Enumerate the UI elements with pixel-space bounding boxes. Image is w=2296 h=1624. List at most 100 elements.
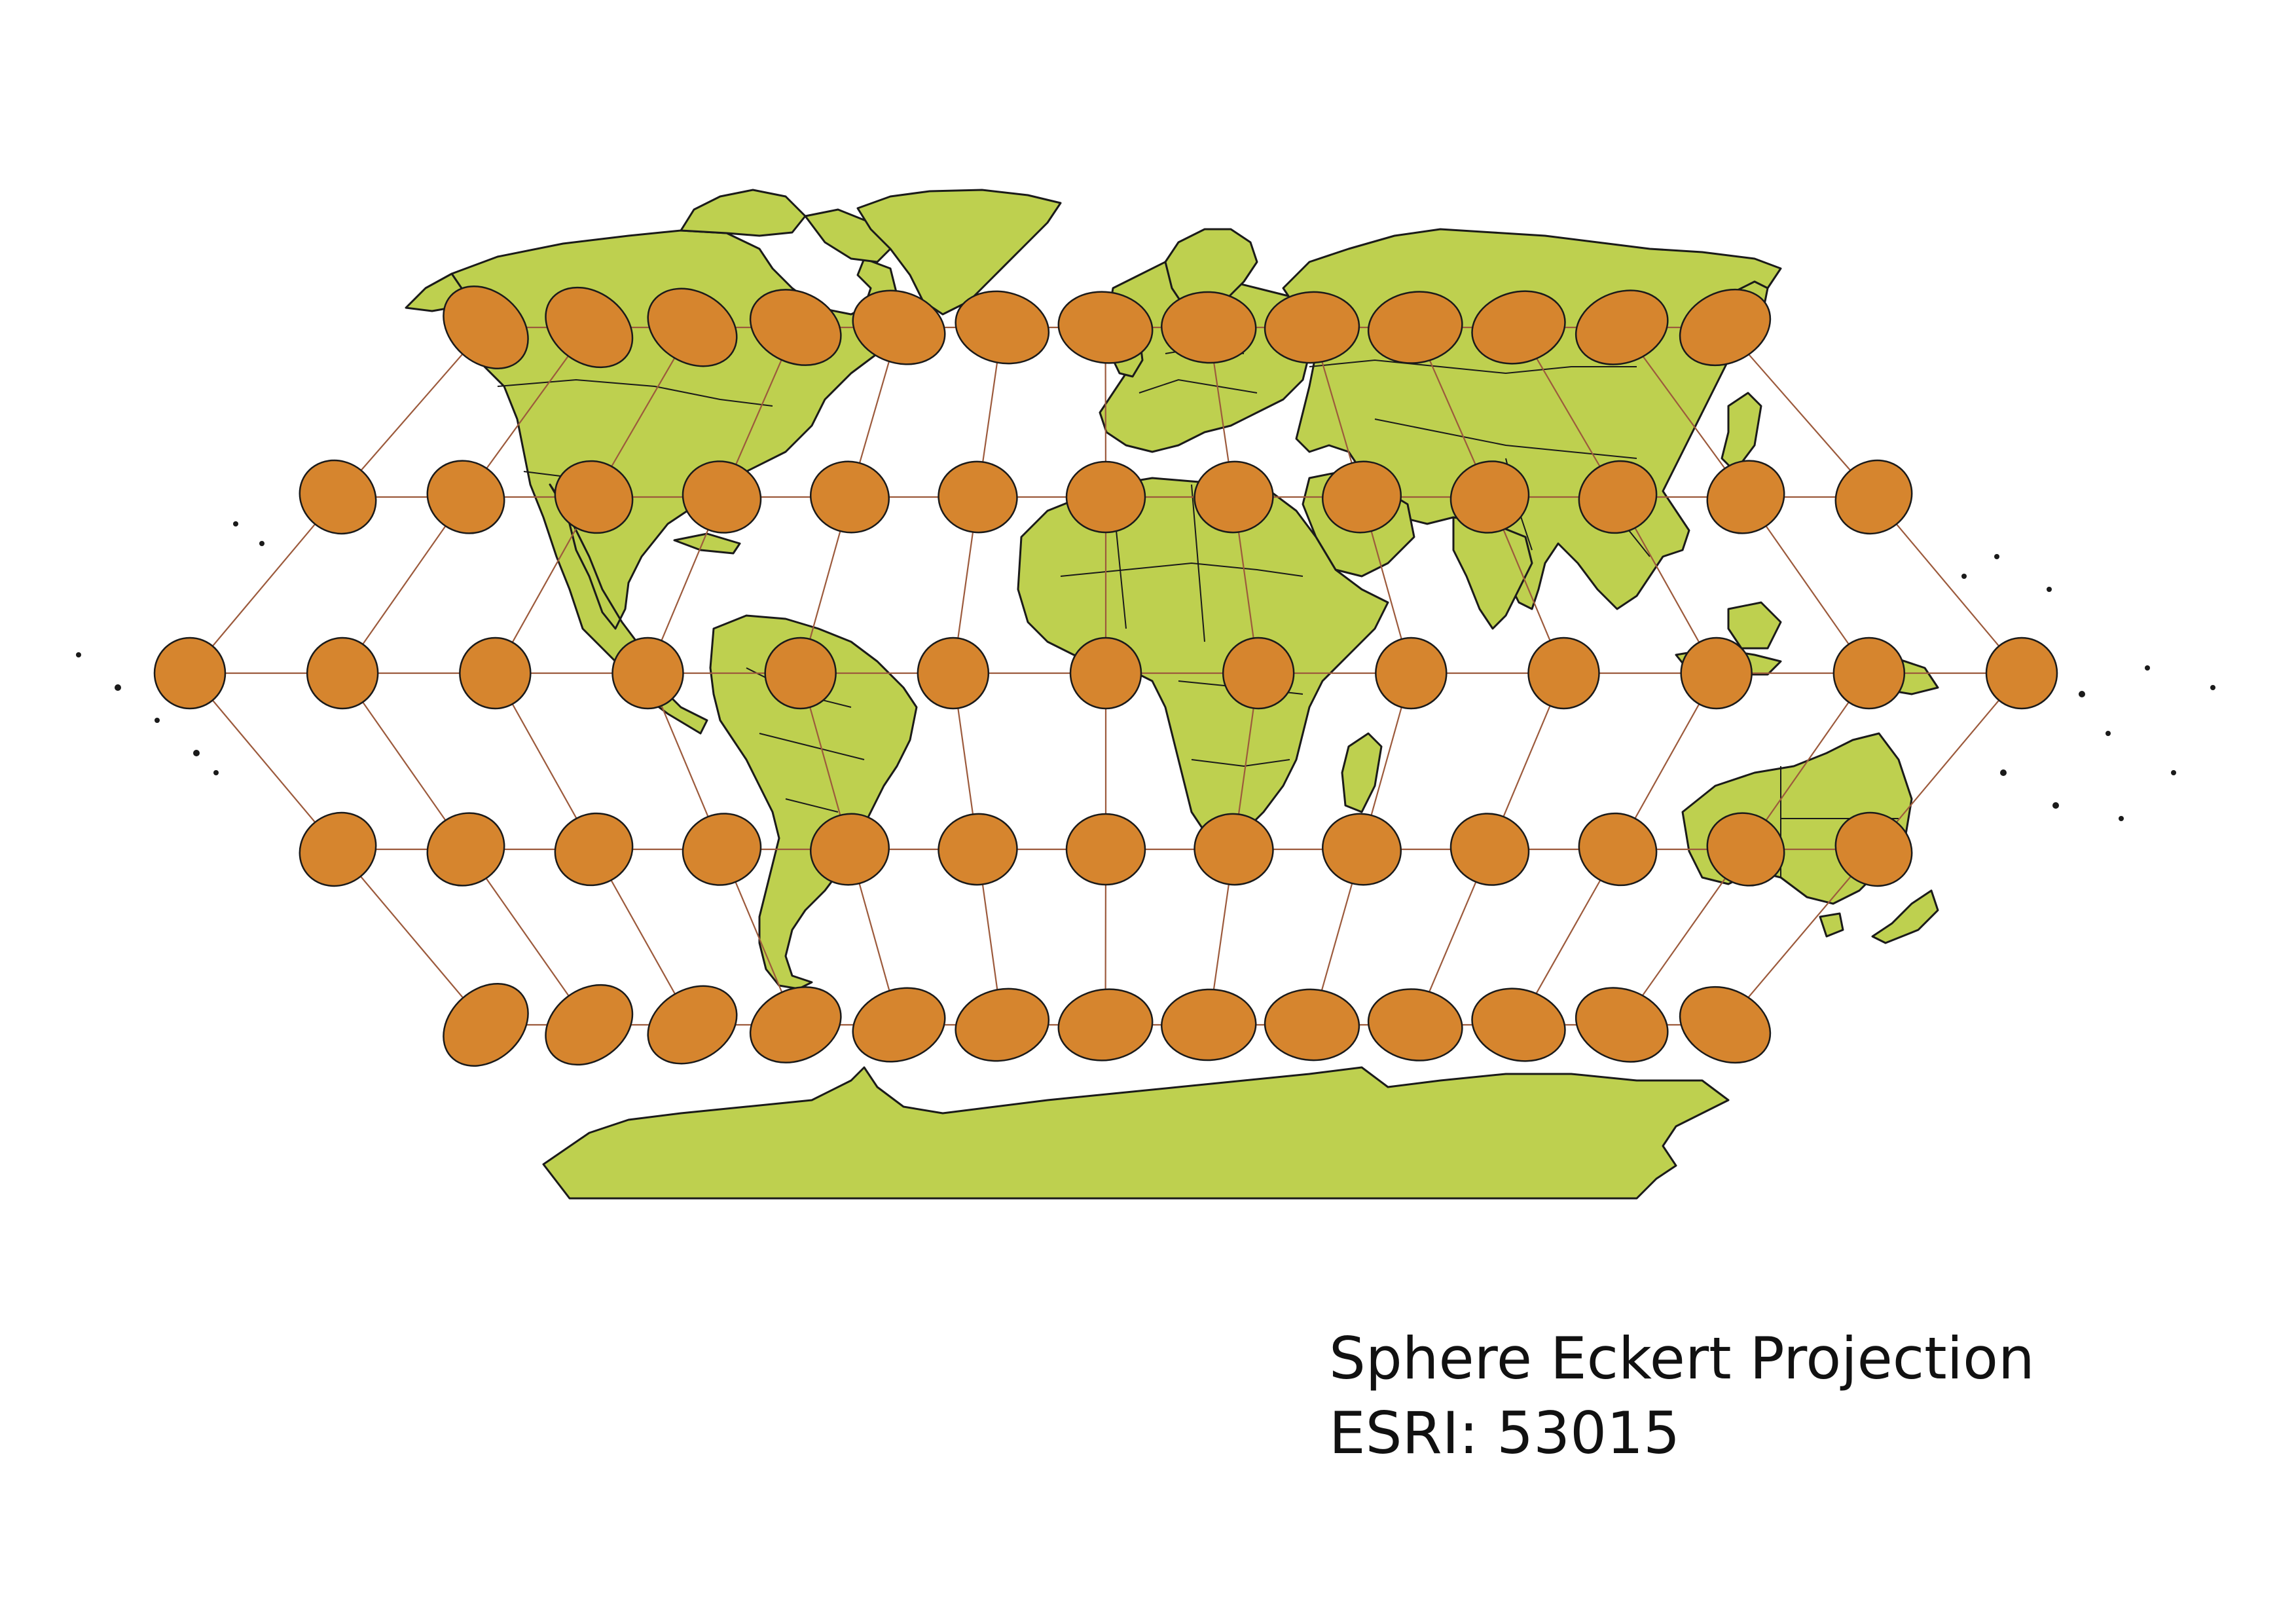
tissot-ellipse xyxy=(554,812,634,887)
tissot-ellipse xyxy=(1161,291,1257,364)
tissot-ellipse xyxy=(1834,459,1913,535)
tissot-ellipse xyxy=(1264,988,1360,1061)
island-dot xyxy=(2105,731,2111,736)
tissot-ellipse xyxy=(809,460,890,534)
border-africa-3 xyxy=(1191,484,1205,642)
tissot-ellipse xyxy=(1194,460,1274,534)
tissot-ellipse xyxy=(299,811,377,887)
border-asia-1 xyxy=(1309,359,1637,375)
landmass-greenland xyxy=(856,189,1062,316)
tissot-ellipse xyxy=(545,984,634,1066)
landmass-cuba xyxy=(673,532,741,555)
border-south-america-3 xyxy=(785,798,839,813)
small-islands xyxy=(76,521,2215,821)
landmass-arctic-islands xyxy=(680,189,807,237)
landmass-south-america xyxy=(709,614,918,990)
island-dot xyxy=(2052,802,2059,809)
tissot-ellipse xyxy=(426,460,505,534)
tissot-ellipse xyxy=(443,983,529,1067)
tissot-ellipse xyxy=(917,637,990,710)
tissot-ellipse xyxy=(852,987,946,1063)
island-dot xyxy=(233,521,238,526)
tissot-ellipse xyxy=(1069,637,1142,710)
tissot-ellipse xyxy=(1321,813,1402,886)
tissot-ellipse xyxy=(1264,291,1360,364)
tissot-ellipse xyxy=(554,460,634,534)
tissot-ellipse xyxy=(1578,460,1658,534)
island-dot xyxy=(115,684,121,691)
tissot-ellipse xyxy=(682,460,762,534)
tissot-ellipse xyxy=(1706,812,1785,887)
tissot-ellipse xyxy=(1680,637,1753,710)
tissot-ellipse xyxy=(764,637,837,710)
tissot-ellipse xyxy=(1222,637,1295,710)
tissot-ellipse xyxy=(1065,813,1146,886)
island-dot xyxy=(76,652,81,657)
landmass-new-zealand xyxy=(1871,889,1939,944)
island-dot xyxy=(213,770,219,775)
projection-code: ESRI: 53015 xyxy=(1329,1399,1681,1467)
landmass-antarctica xyxy=(542,1066,1730,1200)
tissot-ellipse xyxy=(1706,460,1785,534)
tissot-ellipse xyxy=(852,289,946,365)
island-dot xyxy=(2079,691,2085,697)
island-dot xyxy=(1994,554,1999,559)
landmass-india xyxy=(1452,516,1533,630)
tissot-ellipse xyxy=(809,813,890,886)
tissot-ellipse xyxy=(1679,288,1772,367)
island-dot xyxy=(2171,770,2176,775)
landmass-japan xyxy=(1721,392,1762,473)
island-dot xyxy=(2119,816,2124,821)
tissot-ellipse xyxy=(1834,811,1913,887)
tissot-ellipse xyxy=(647,287,738,367)
tissot-ellipse xyxy=(955,290,1050,365)
island-dot xyxy=(2145,665,2150,671)
tissot-ellipse xyxy=(1449,813,1530,886)
tissot-ellipse xyxy=(443,286,529,369)
tissot-ellipse xyxy=(682,813,762,886)
tissot-ellipse xyxy=(647,985,738,1065)
island-dot xyxy=(155,718,160,723)
tissot-ellipse xyxy=(1575,987,1669,1063)
tissot-ellipse xyxy=(1449,460,1530,534)
island-dot xyxy=(1961,574,1967,579)
map-caption: Sphere Eckert Projection ESRI: 53015 xyxy=(1329,1321,2035,1471)
tissot-ellipse xyxy=(459,637,532,710)
border-africa-1 xyxy=(1060,562,1303,577)
tissot-ellipse xyxy=(299,459,377,535)
tissot-ellipse xyxy=(1375,637,1448,710)
tissot-ellipse xyxy=(1194,813,1274,886)
tissot-ellipse xyxy=(1057,291,1154,364)
landmass-madagascar xyxy=(1341,732,1383,813)
tissot-ellipse xyxy=(1471,987,1566,1062)
island-dot xyxy=(2047,587,2052,592)
island-dot xyxy=(2000,769,2007,776)
border-europe-1 xyxy=(1139,378,1258,394)
projection-title: Sphere Eckert Projection xyxy=(1329,1325,2035,1392)
island-dot xyxy=(259,541,264,546)
tissot-ellipse xyxy=(1057,988,1154,1061)
tissot-ellipse xyxy=(1985,637,2058,710)
tissot-ellipse xyxy=(153,637,227,710)
tissot-ellipse xyxy=(749,986,842,1063)
border-south-america-2 xyxy=(759,733,865,760)
tissot-ellipse xyxy=(749,289,842,366)
tissot-ellipse xyxy=(1832,637,1906,710)
tissot-ellipse xyxy=(1578,812,1658,887)
tissot-ellipse xyxy=(938,813,1018,886)
tissot-ellipse xyxy=(1367,988,1463,1061)
tissot-ellipse xyxy=(955,987,1050,1062)
tissot-ellipse xyxy=(1527,637,1600,710)
tissot-ellipse xyxy=(611,637,684,710)
tissot-ellipse xyxy=(938,460,1018,534)
tissot-ellipse xyxy=(1161,988,1257,1061)
island-dot xyxy=(193,750,200,756)
tissot-ellipse xyxy=(1367,291,1463,364)
tissot-ellipse xyxy=(1471,290,1566,365)
tissot-ellipse xyxy=(306,637,379,710)
landmass-borneo xyxy=(1727,601,1782,650)
island-dot xyxy=(2210,685,2215,690)
tissot-ellipse xyxy=(1321,460,1402,534)
